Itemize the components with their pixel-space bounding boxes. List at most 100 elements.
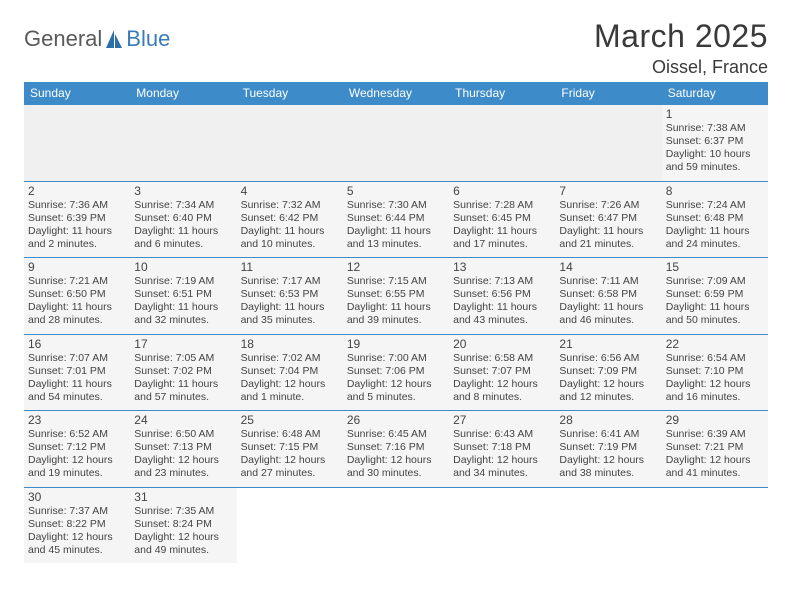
day-number: 15: [666, 260, 764, 274]
day-number: 14: [559, 260, 657, 274]
sunset-text: Sunset: 6:50 PM: [28, 288, 126, 301]
sunset-text: Sunset: 6:45 PM: [453, 212, 551, 225]
logo-text-general: General: [24, 26, 102, 52]
day-info: Sunrise: 7:17 AMSunset: 6:53 PMDaylight:…: [241, 275, 339, 328]
calendar-week-row: 2Sunrise: 7:36 AMSunset: 6:39 PMDaylight…: [24, 181, 768, 258]
sunrise-text: Sunrise: 6:58 AM: [453, 352, 551, 365]
calendar-cell: 22Sunrise: 6:54 AMSunset: 7:10 PMDayligh…: [662, 334, 768, 411]
sunset-text: Sunset: 7:09 PM: [559, 365, 657, 378]
calendar-week-row: 9Sunrise: 7:21 AMSunset: 6:50 PMDaylight…: [24, 258, 768, 335]
sunrise-text: Sunrise: 6:50 AM: [134, 428, 232, 441]
daylight-text: Daylight: 11 hours and 32 minutes.: [134, 301, 232, 327]
calendar-cell: 30Sunrise: 7:37 AMSunset: 8:22 PMDayligh…: [24, 487, 130, 563]
daylight-text: Daylight: 12 hours and 1 minute.: [241, 378, 339, 404]
sunset-text: Sunset: 7:16 PM: [347, 441, 445, 454]
day-info: Sunrise: 6:43 AMSunset: 7:18 PMDaylight:…: [453, 428, 551, 481]
sunset-text: Sunset: 7:01 PM: [28, 365, 126, 378]
calendar-cell: [343, 487, 449, 563]
sunrise-text: Sunrise: 7:37 AM: [28, 505, 126, 518]
sunrise-text: Sunrise: 7:19 AM: [134, 275, 232, 288]
calendar-cell: 11Sunrise: 7:17 AMSunset: 6:53 PMDayligh…: [237, 258, 343, 335]
calendar-cell: 15Sunrise: 7:09 AMSunset: 6:59 PMDayligh…: [662, 258, 768, 335]
day-number: 2: [28, 184, 126, 198]
daylight-text: Daylight: 10 hours and 59 minutes.: [666, 148, 764, 174]
sunrise-text: Sunrise: 7:13 AM: [453, 275, 551, 288]
day-number: 16: [28, 337, 126, 351]
sunset-text: Sunset: 6:59 PM: [666, 288, 764, 301]
day-number: 20: [453, 337, 551, 351]
sunset-text: Sunset: 7:12 PM: [28, 441, 126, 454]
weekday-header: Wednesday: [343, 82, 449, 105]
daylight-text: Daylight: 11 hours and 6 minutes.: [134, 225, 232, 251]
day-info: Sunrise: 6:45 AMSunset: 7:16 PMDaylight:…: [347, 428, 445, 481]
day-number: 1: [666, 107, 764, 121]
calendar-cell: 8Sunrise: 7:24 AMSunset: 6:48 PMDaylight…: [662, 181, 768, 258]
calendar-cell: 14Sunrise: 7:11 AMSunset: 6:58 PMDayligh…: [555, 258, 661, 335]
sunrise-text: Sunrise: 7:00 AM: [347, 352, 445, 365]
day-info: Sunrise: 6:39 AMSunset: 7:21 PMDaylight:…: [666, 428, 764, 481]
calendar-cell: 12Sunrise: 7:15 AMSunset: 6:55 PMDayligh…: [343, 258, 449, 335]
calendar-week-row: 16Sunrise: 7:07 AMSunset: 7:01 PM Dayligh…: [24, 334, 768, 411]
sunset-text: Sunset: 7:13 PM: [134, 441, 232, 454]
sunset-text: Sunset: 7:15 PM: [241, 441, 339, 454]
day-number: 12: [347, 260, 445, 274]
daylight-text: Daylight: 11 hours and 43 minutes.: [453, 301, 551, 327]
day-number: 17: [134, 337, 232, 351]
sunrise-text: Sunrise: 7:34 AM: [134, 199, 232, 212]
sunset-text: Sunset: 7:10 PM: [666, 365, 764, 378]
daylight-text: Daylight: 11 hours and 2 minutes.: [28, 225, 126, 251]
sunset-text: Sunset: 6:48 PM: [666, 212, 764, 225]
calendar-cell: 26Sunrise: 6:45 AMSunset: 7:16 PMDayligh…: [343, 411, 449, 488]
day-info: Sunrise: 6:41 AMSunset: 7:19 PMDaylight:…: [559, 428, 657, 481]
day-info: Sunrise: 7:11 AMSunset: 6:58 PMDaylight:…: [559, 275, 657, 328]
calendar-cell: 3Sunrise: 7:34 AMSunset: 6:40 PMDaylight…: [130, 181, 236, 258]
sunrise-text: Sunrise: 7:15 AM: [347, 275, 445, 288]
sunrise-text: Sunrise: 6:52 AM: [28, 428, 126, 441]
calendar-cell: 16Sunrise: 7:07 AMSunset: 7:01 PMDayligh…: [24, 334, 130, 411]
daylight-text: Daylight: 12 hours and 23 minutes.: [134, 454, 232, 480]
day-info: Sunrise: 6:56 AMSunset: 7:09 PMDaylight:…: [559, 352, 657, 405]
day-info: Sunrise: 7:02 AMSunset: 7:04 PMDaylight:…: [241, 352, 339, 405]
weekday-header: Monday: [130, 82, 236, 105]
day-info: Sunrise: 7:32 AMSunset: 6:42 PMDaylight:…: [241, 199, 339, 252]
day-number: 22: [666, 337, 764, 351]
calendar-cell: [24, 105, 130, 182]
day-info: Sunrise: 7:24 AMSunset: 6:48 PMDaylight:…: [666, 199, 764, 252]
calendar-cell: [555, 105, 661, 182]
day-number: 21: [559, 337, 657, 351]
sunset-text: Sunset: 8:24 PM: [134, 518, 232, 531]
calendar-cell: 20Sunrise: 6:58 AMSunset: 7:07 PMDayligh…: [449, 334, 555, 411]
day-info: Sunrise: 7:09 AMSunset: 6:59 PMDaylight:…: [666, 275, 764, 328]
day-number: 27: [453, 413, 551, 427]
calendar-cell: 25Sunrise: 6:48 AMSunset: 7:15 PMDayligh…: [237, 411, 343, 488]
calendar-cell: 24Sunrise: 6:50 AMSunset: 7:13 PMDayligh…: [130, 411, 236, 488]
day-number: 25: [241, 413, 339, 427]
header: General Blue March 2025 Oissel, France: [24, 18, 768, 78]
daylight-text: Daylight: 12 hours and 30 minutes.: [347, 454, 445, 480]
logo-text-blue: Blue: [126, 26, 170, 52]
calendar-cell: [130, 105, 236, 182]
sunrise-text: Sunrise: 7:07 AM: [28, 352, 126, 365]
day-number: 4: [241, 184, 339, 198]
sunset-text: Sunset: 6:40 PM: [134, 212, 232, 225]
daylight-text: Daylight: 11 hours and 39 minutes.: [347, 301, 445, 327]
sunrise-text: Sunrise: 6:45 AM: [347, 428, 445, 441]
day-info: Sunrise: 7:38 AMSunset: 6:37 PMDaylight:…: [666, 122, 764, 175]
sunset-text: Sunset: 6:44 PM: [347, 212, 445, 225]
calendar-cell: 27Sunrise: 6:43 AMSunset: 7:18 PMDayligh…: [449, 411, 555, 488]
daylight-text: Daylight: 12 hours and 49 minutes.: [134, 531, 232, 557]
day-number: 6: [453, 184, 551, 198]
day-info: Sunrise: 7:13 AMSunset: 6:56 PMDaylight:…: [453, 275, 551, 328]
day-number: 19: [347, 337, 445, 351]
sunrise-text: Sunrise: 6:48 AM: [241, 428, 339, 441]
day-info: Sunrise: 7:35 AMSunset: 8:24 PMDaylight:…: [134, 505, 232, 558]
sunset-text: Sunset: 7:02 PM: [134, 365, 232, 378]
day-number: 29: [666, 413, 764, 427]
day-info: Sunrise: 6:54 AMSunset: 7:10 PMDaylight:…: [666, 352, 764, 405]
day-info: Sunrise: 6:48 AMSunset: 7:15 PMDaylight:…: [241, 428, 339, 481]
day-number: 5: [347, 184, 445, 198]
sunrise-text: Sunrise: 6:54 AM: [666, 352, 764, 365]
calendar-cell: 10Sunrise: 7:19 AMSunset: 6:51 PMDayligh…: [130, 258, 236, 335]
calendar-cell: 13Sunrise: 7:13 AMSunset: 6:56 PMDayligh…: [449, 258, 555, 335]
calendar-cell: 18Sunrise: 7:02 AMSunset: 7:04 PMDayligh…: [237, 334, 343, 411]
